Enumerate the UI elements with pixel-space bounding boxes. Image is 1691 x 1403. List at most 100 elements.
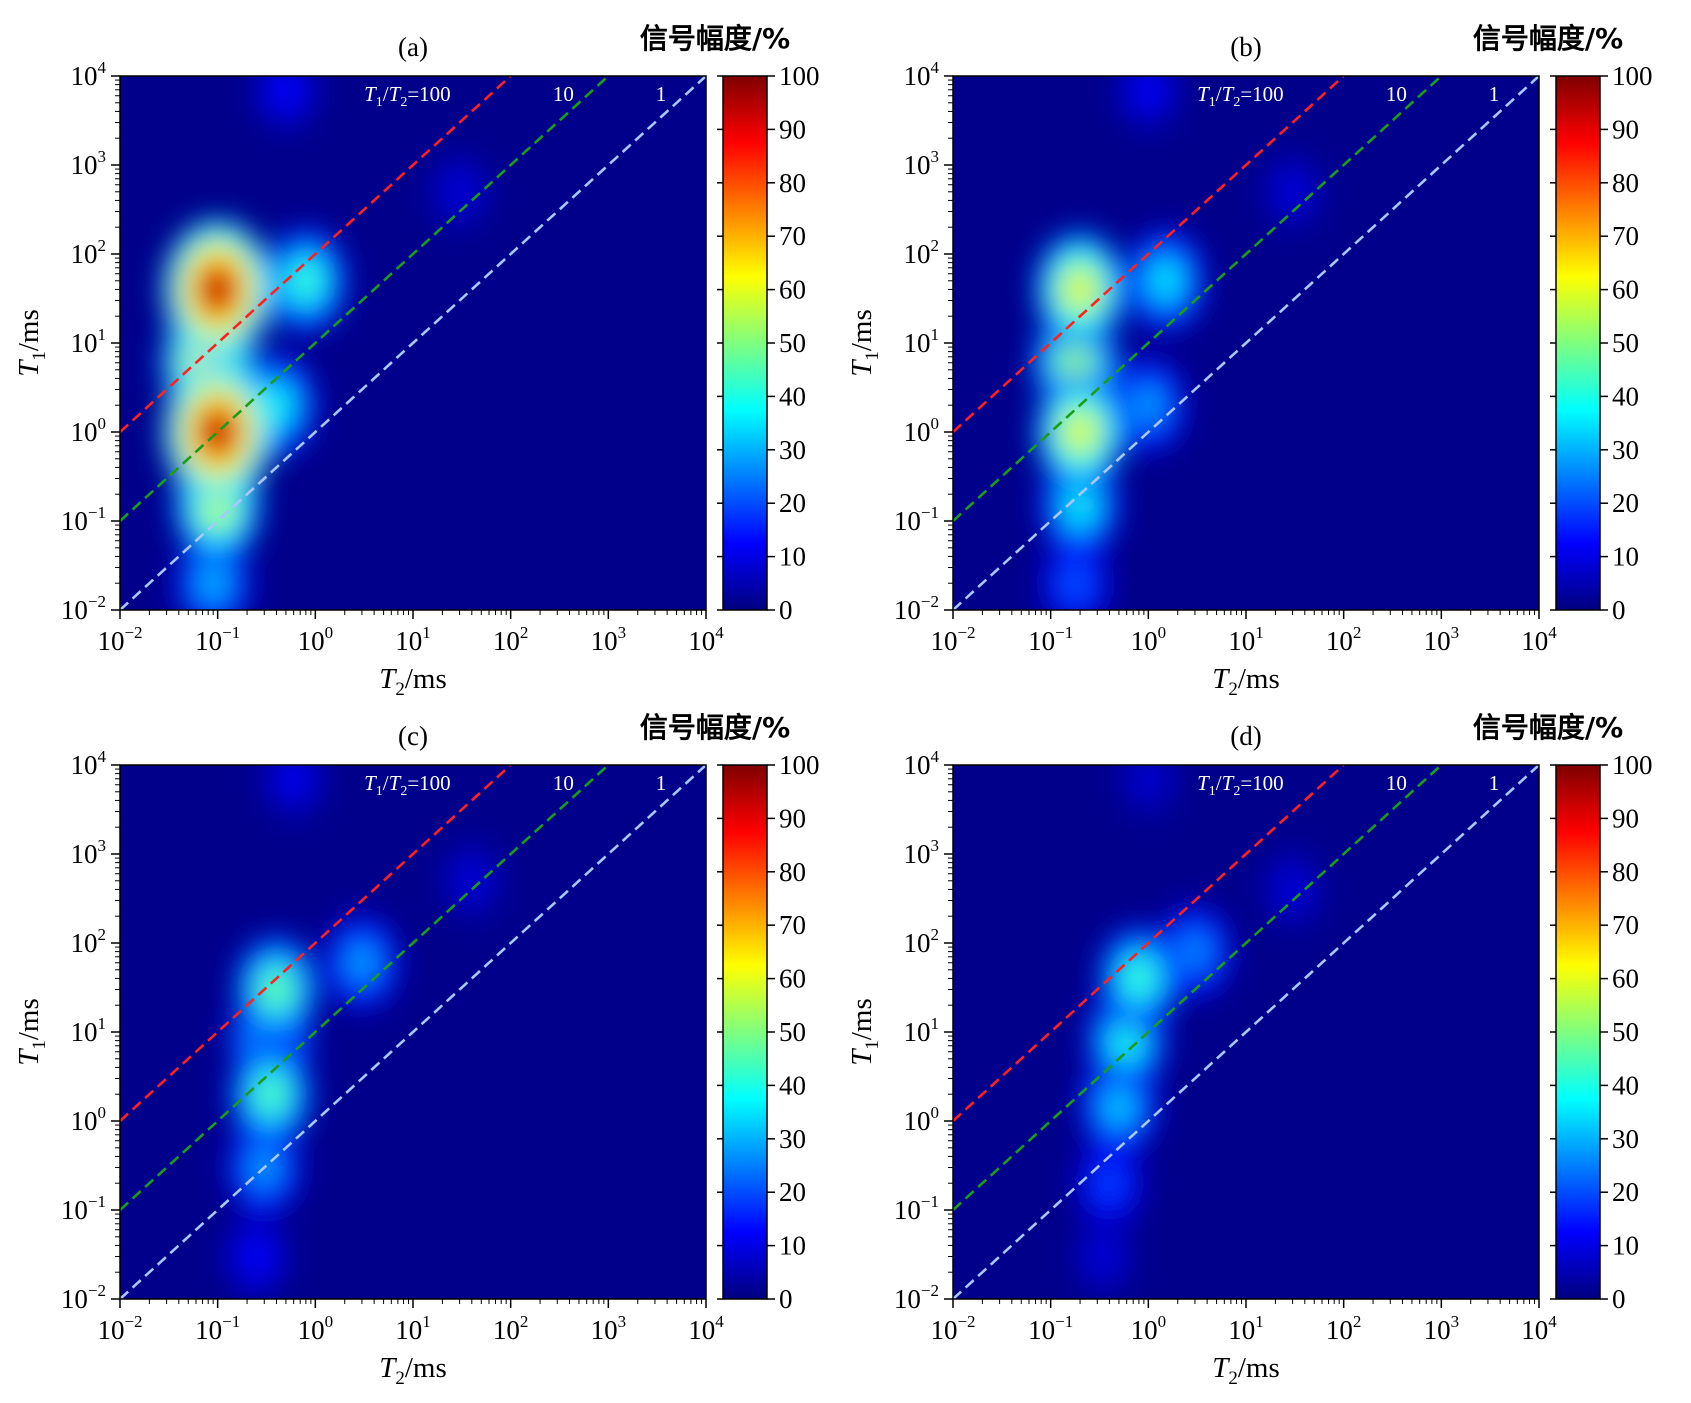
colorbar-tick-label: 0 bbox=[1612, 595, 1626, 625]
x-tick-label: 102 bbox=[1326, 1312, 1362, 1345]
colorbar-tick-label: 90 bbox=[1612, 803, 1639, 833]
heatmap-peak-6-layer-3 bbox=[1285, 880, 1300, 899]
heatmap-peak-7-layer-3 bbox=[1285, 182, 1300, 202]
colorbar-tick-label: 80 bbox=[1612, 168, 1639, 198]
ratio-label-10: 10 bbox=[553, 82, 574, 106]
y-tick-label: 100 bbox=[904, 1103, 940, 1136]
colorbar-tick-label: 100 bbox=[779, 61, 820, 91]
heatmap-peak-1-layer-3 bbox=[1117, 1029, 1136, 1052]
colorbar-tick-label: 0 bbox=[779, 1284, 793, 1314]
heatmap-peak-6-layer-3 bbox=[464, 871, 480, 891]
ratio-label-10: 10 bbox=[553, 771, 574, 795]
y-tick-label: 10−2 bbox=[894, 592, 939, 625]
colorbar-gradient bbox=[722, 764, 768, 1300]
heatmap-peak-4-layer-3 bbox=[249, 1247, 264, 1267]
colorbar-tick-label: 20 bbox=[779, 488, 806, 518]
heatmap-peak-5-layer-3 bbox=[353, 952, 371, 974]
colorbar-tick-label: 20 bbox=[1612, 488, 1639, 518]
x-tick-label: 104 bbox=[688, 623, 724, 656]
colorbar-tick-label: 70 bbox=[779, 910, 806, 940]
heatmap-peak-2-layer-3 bbox=[1066, 350, 1086, 375]
heatmap-peak-1-layer-3 bbox=[261, 1082, 281, 1106]
colorbar-tick-label: 70 bbox=[779, 221, 806, 251]
ratio-line-100 bbox=[120, 76, 512, 433]
heatmap-peak-6-layer-3 bbox=[267, 393, 286, 417]
x-tick-label: 101 bbox=[395, 623, 431, 656]
y-tick-label: 102 bbox=[904, 925, 940, 958]
colorbar-tick-label: 40 bbox=[779, 1070, 806, 1100]
y-tick-label: 10−1 bbox=[894, 503, 939, 536]
colorbar-tick-label: 0 bbox=[779, 595, 793, 625]
y-tick-label: 10−1 bbox=[894, 1192, 939, 1225]
panel-d: T1/T2=100 10 110−2 10−1 100 101 102 103 10410−21… bbox=[846, 711, 1653, 1389]
ratio-label-100: T1/T2=100 bbox=[1197, 82, 1284, 110]
y-tick-label: 104 bbox=[904, 747, 940, 780]
colorbar-gradient bbox=[1555, 764, 1601, 1300]
colorbar: 信号幅度/% 0 10 20 30 40 50 60 70 80 90 100 bbox=[640, 22, 820, 625]
colorbar-tick-label: 100 bbox=[1612, 750, 1653, 780]
colorbar: 信号幅度/% 0 10 20 30 40 50 60 70 80 90 100 bbox=[640, 711, 820, 1314]
colorbar-tick-label: 90 bbox=[779, 114, 806, 144]
heatmap-peak-7-layer-3 bbox=[286, 769, 302, 789]
colorbar-tick-label: 60 bbox=[1612, 275, 1639, 305]
ratio-line-10 bbox=[953, 76, 1443, 522]
colorbar-tick-label: 60 bbox=[779, 964, 806, 994]
colorbar-tick-label: 10 bbox=[1612, 542, 1639, 572]
colorbar-tick-label: 60 bbox=[779, 275, 806, 305]
y-axis-label: T1/ms bbox=[13, 998, 50, 1066]
colorbar-tick-label: 40 bbox=[1612, 381, 1639, 411]
colorbar-tick-label: 50 bbox=[779, 1017, 806, 1047]
x-tick-label: 100 bbox=[298, 1312, 334, 1345]
x-tick-label: 100 bbox=[298, 623, 334, 656]
y-tick-label: 102 bbox=[71, 925, 107, 958]
y-tick-label: 100 bbox=[71, 414, 107, 447]
colorbar-tick-label: 60 bbox=[1612, 964, 1639, 994]
x-tick-label: 104 bbox=[688, 1312, 724, 1345]
x-tick-label: 100 bbox=[1131, 623, 1167, 656]
x-axis-label: T2/ms bbox=[1212, 1352, 1280, 1389]
colorbar-tick-label: 0 bbox=[1612, 1284, 1626, 1314]
colorbar-title: 信号幅度/% bbox=[1473, 22, 1623, 55]
panel-title: (a) bbox=[398, 32, 428, 62]
colorbar-tick-label: 80 bbox=[1612, 857, 1639, 887]
heatmap-peak-4-layer-3 bbox=[1067, 573, 1084, 594]
ratio-line-100 bbox=[953, 76, 1345, 433]
colorbar: 信号幅度/% 0 10 20 30 40 50 60 70 80 90 100 bbox=[1473, 711, 1653, 1314]
x-tick-label: 10−1 bbox=[1028, 1312, 1073, 1345]
ratio-label-1: 1 bbox=[1489, 82, 1500, 106]
colorbar-tick-label: 90 bbox=[1612, 114, 1639, 144]
heatmap-peak-4-layer-3 bbox=[204, 572, 222, 594]
y-tick-label: 101 bbox=[71, 1014, 107, 1047]
x-tick-label: 10−2 bbox=[930, 623, 975, 656]
heatmap-peak-7-layer-3 bbox=[452, 182, 467, 202]
panel-c: T1/T2=100 10 110−2 10−1 100 101 102 103 10410−21… bbox=[13, 711, 820, 1389]
colorbar-tick-label: 100 bbox=[1612, 61, 1653, 91]
colorbar: 信号幅度/% 0 10 20 30 40 50 60 70 80 90 100 bbox=[1473, 22, 1653, 625]
x-tick-label: 104 bbox=[1521, 623, 1557, 656]
x-axis-label: T2/ms bbox=[379, 1352, 447, 1389]
x-tick-label: 102 bbox=[493, 1312, 528, 1345]
x-tick-label: 101 bbox=[395, 1312, 431, 1345]
colorbar-tick-label: 10 bbox=[1612, 1231, 1639, 1261]
y-axis-label: T1/ms bbox=[846, 998, 883, 1066]
ratio-label-100: T1/T2=100 bbox=[364, 82, 451, 110]
x-axis-label: T2/ms bbox=[1212, 663, 1280, 700]
y-tick-label: 104 bbox=[71, 58, 107, 91]
x-tick-label: 103 bbox=[1424, 623, 1460, 656]
heatmap-peak-2-layer-3 bbox=[1110, 1094, 1128, 1117]
x-tick-label: 100 bbox=[1131, 1312, 1167, 1345]
ratio-line-10 bbox=[120, 765, 610, 1211]
heatmap-peak-5-layer-3 bbox=[1186, 941, 1204, 963]
colorbar-tick-label: 70 bbox=[1612, 221, 1639, 251]
y-tick-label: 10−2 bbox=[61, 592, 106, 625]
y-tick-label: 100 bbox=[904, 414, 940, 447]
heatmap-peak-5-layer-3 bbox=[296, 269, 315, 293]
heatmap-peak-3-layer-3 bbox=[1101, 1173, 1118, 1194]
y-tick-label: 10−2 bbox=[894, 1281, 939, 1314]
ratio-label-1: 1 bbox=[656, 82, 667, 106]
ratio-line-1 bbox=[953, 765, 1539, 1299]
colorbar-tick-label: 30 bbox=[779, 435, 806, 465]
y-axis-label: T1/ms bbox=[13, 309, 50, 377]
colorbar-tick-label: 20 bbox=[1612, 1177, 1639, 1207]
panel-title: (d) bbox=[1230, 721, 1261, 751]
